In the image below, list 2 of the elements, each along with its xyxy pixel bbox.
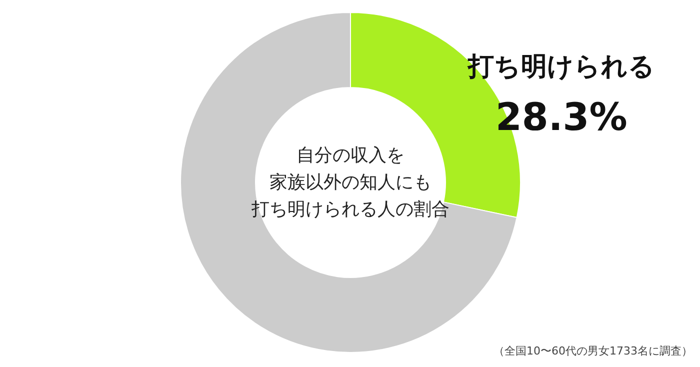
text: （全国10〜60代の男女1733名に調査） <box>494 344 693 358</box>
text: 自分の収入を家族以外の知人にも打ち明けられる人の割合 <box>250 145 450 220</box>
